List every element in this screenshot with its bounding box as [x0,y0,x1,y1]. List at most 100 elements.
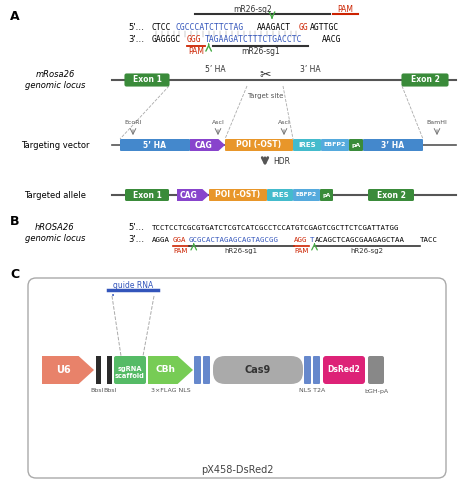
Text: PAM: PAM [294,248,309,254]
Text: PAM: PAM [173,248,188,254]
Text: CBh: CBh [155,366,175,374]
Text: AscI: AscI [278,120,291,124]
Text: B: B [10,215,19,228]
Text: mRosa26
genomic locus: mRosa26 genomic locus [25,70,85,90]
Text: AACG: AACG [322,36,341,44]
Text: Exon 1: Exon 1 [133,76,162,84]
FancyBboxPatch shape [267,189,293,201]
Text: mR26-sg2: mR26-sg2 [233,5,272,15]
FancyBboxPatch shape [402,74,448,86]
Text: HDR: HDR [273,158,290,166]
FancyBboxPatch shape [125,189,169,201]
Text: 5’ HA: 5’ HA [205,65,225,75]
Bar [96,356,101,384]
Text: POI (-OST): POI (-OST) [216,190,261,200]
Text: CAG: CAG [195,141,212,149]
Polygon shape [148,356,193,384]
Text: AGGA: AGGA [152,237,170,243]
Text: IRES: IRES [298,142,316,148]
Text: GGG: GGG [187,36,202,44]
Bar [107,356,112,384]
FancyBboxPatch shape [293,189,320,201]
Text: 3’ HA: 3’ HA [300,65,320,75]
Text: GG: GG [298,23,308,33]
Text: 5’ HA: 5’ HA [144,141,166,149]
FancyBboxPatch shape [194,356,201,384]
Text: Exon 2: Exon 2 [410,76,439,84]
Text: AAAGACT: AAAGACT [257,23,292,33]
FancyBboxPatch shape [209,189,267,201]
FancyBboxPatch shape [120,139,190,151]
Text: C: C [10,268,19,281]
Text: guide RNA: guide RNA [113,281,153,289]
FancyBboxPatch shape [313,356,320,384]
Text: DsRed2: DsRed2 [328,366,360,374]
Text: AGTTGC: AGTTGC [310,23,339,33]
Text: Cas9: Cas9 [245,365,271,375]
Text: TAGAAGATCTTTCTGACCTC: TAGAAGATCTTTCTGACCTC [205,36,302,44]
Text: GAGGGC: GAGGGC [152,36,181,44]
Text: AscI: AscI [211,120,224,124]
Text: CGCCCATCTTCTAG: CGCCCATCTTCTAG [175,23,244,33]
Text: Targeting vector: Targeting vector [21,141,89,149]
Text: 3'…: 3'… [128,36,144,44]
Text: BamHI: BamHI [427,120,447,124]
FancyBboxPatch shape [28,278,446,478]
Text: PAM: PAM [188,46,204,56]
Text: GGA: GGA [173,237,186,243]
Text: hROSA26
genomic locus: hROSA26 genomic locus [25,224,85,243]
Text: BbsI: BbsI [103,388,117,393]
Text: Targeted allele: Targeted allele [24,190,86,200]
Text: 3’ HA: 3’ HA [382,141,405,149]
Text: 3'…: 3'… [128,236,144,244]
FancyBboxPatch shape [225,139,293,151]
Text: 3×FLAG NLS: 3×FLAG NLS [151,388,191,393]
Polygon shape [177,189,209,201]
Text: pA: pA [322,192,331,198]
Text: POI (-OST): POI (-OST) [237,141,282,149]
Text: mR26-sg1: mR26-sg1 [241,46,280,56]
Text: sgRNA
scaffold: sgRNA scaffold [115,366,145,379]
FancyBboxPatch shape [213,356,303,384]
Text: hR26-sg1: hR26-sg1 [225,248,258,254]
Text: AGG: AGG [294,237,307,243]
FancyBboxPatch shape [304,356,311,384]
FancyBboxPatch shape [114,356,146,384]
Text: EcoRI: EcoRI [124,120,142,124]
Text: ACAGCTCAGCGAAGAGCTAA: ACAGCTCAGCGAAGAGCTAA [315,237,405,243]
Text: ✂: ✂ [259,68,271,82]
FancyBboxPatch shape [323,356,365,384]
FancyBboxPatch shape [368,356,384,384]
FancyBboxPatch shape [363,139,423,151]
FancyBboxPatch shape [321,139,349,151]
Text: BbsI: BbsI [91,388,104,393]
Text: PAM: PAM [337,5,354,15]
Text: IRES: IRES [271,192,289,198]
FancyBboxPatch shape [368,189,414,201]
Text: NLS T2A: NLS T2A [299,388,325,393]
Text: T: T [310,237,314,243]
Text: pA: pA [351,142,361,147]
Text: EBFP2: EBFP2 [296,192,317,198]
Text: U6: U6 [55,365,70,375]
Polygon shape [42,356,94,384]
Text: CAG: CAG [180,190,198,200]
Text: CTCC: CTCC [152,23,172,33]
Text: Target site: Target site [247,93,283,99]
FancyBboxPatch shape [125,74,169,86]
FancyBboxPatch shape [320,189,333,201]
Text: 5'…: 5'… [128,23,144,33]
Text: TACC: TACC [420,237,438,243]
Text: bGH-pA: bGH-pA [364,388,388,393]
Text: 5'…: 5'… [128,224,144,232]
Text: pX458-DsRed2: pX458-DsRed2 [201,465,273,475]
Text: EBFP2: EBFP2 [324,142,346,147]
Text: hR26-sg2: hR26-sg2 [351,248,384,254]
Text: Exon 2: Exon 2 [376,190,405,200]
Polygon shape [190,139,225,151]
Text: Exon 1: Exon 1 [133,190,162,200]
FancyBboxPatch shape [293,139,321,151]
Text: A: A [10,10,19,23]
Text: GCGCACTAGAGCAGTAGCGG: GCGCACTAGAGCAGTAGCGG [189,237,279,243]
FancyBboxPatch shape [349,139,363,151]
